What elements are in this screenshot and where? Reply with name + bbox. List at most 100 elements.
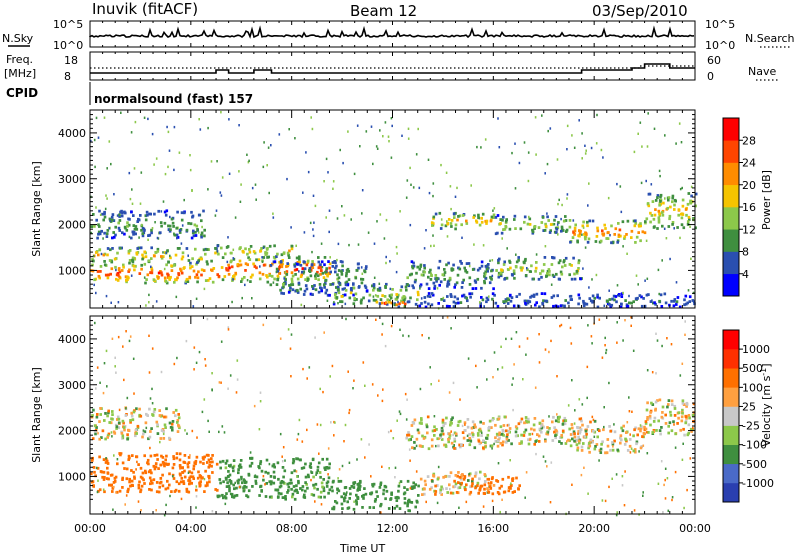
data-cell [247,161,250,164]
data-cell [456,218,459,222]
data-cell [651,299,653,302]
data-cell [589,420,592,424]
data-cell [588,444,592,448]
data-cell [393,303,397,307]
data-cell [176,419,180,422]
data-cell [497,261,500,265]
data-cell [531,230,535,234]
data-cell [606,231,610,235]
data-cell [168,472,171,476]
data-cell [423,300,427,304]
data-cell [365,289,369,293]
data-cell [448,483,451,487]
data-cell [412,186,415,189]
data-cell [457,486,460,490]
data-cell [543,292,547,296]
data-cell [242,486,245,490]
data-cell [275,255,278,258]
data-cell [503,227,507,231]
data-cell [564,219,568,222]
data-cell [220,266,224,269]
data-cell [411,446,414,450]
data-cell [484,270,487,274]
data-cell [389,497,393,500]
data-cell [203,398,206,401]
data-cell [505,437,509,441]
data-cell [258,271,262,275]
data-cell [466,434,469,437]
data-cell [410,183,412,186]
data-cell [467,357,470,360]
data-cell [93,138,96,142]
data-cell [499,274,503,278]
data-cell [628,396,630,399]
data-cell [549,229,552,233]
data-cell [491,297,494,301]
data-cell [193,346,196,349]
data-cell [658,212,661,216]
data-cell [527,420,530,424]
data-cell [348,296,352,300]
data-cell [447,437,450,441]
data-cell [100,229,103,233]
data-cell [132,357,135,360]
data-cell [458,475,462,479]
data-cell [408,448,411,451]
data-cell [558,259,562,263]
data-cell [380,511,382,514]
data-cell [325,466,328,469]
data-cell [465,270,469,274]
data-cell [178,458,182,462]
data-cell [548,427,551,430]
data-cell [234,271,237,275]
data-cell [409,438,412,441]
data-cell [279,337,282,340]
data-cell [433,434,436,437]
data-cell [458,267,462,271]
colorbar-swatch [723,118,739,141]
data-cell [319,272,322,276]
data-cell [344,281,348,285]
data-cell [616,341,618,344]
data-cell [216,160,218,163]
data-cell [327,476,331,480]
data-cell [400,299,403,303]
data-cell [90,225,93,228]
data-cell [618,228,622,232]
data-cell [668,214,672,218]
data-cell [300,303,303,307]
data-cell [691,428,695,431]
data-cell [480,431,483,434]
data-cell [563,259,566,262]
data-cell [277,267,281,271]
data-cell [137,500,140,503]
data-cell [660,460,663,463]
data-cell [687,215,691,219]
data-cell [155,420,159,424]
data-cell [202,457,205,461]
data-cell [381,294,384,297]
data-cell [411,486,415,490]
data-cell [355,493,358,497]
data-cell [271,464,275,468]
data-cell [376,495,379,498]
data-cell [621,220,625,224]
data-cell [437,302,440,305]
data-cell [559,304,563,308]
data-cell [231,300,233,304]
data-cell [177,272,180,275]
data-cell [406,479,410,483]
data-cell [643,432,646,436]
data-cell [635,442,638,446]
data-cell [97,232,100,236]
data-cell [390,492,393,496]
data-cell [325,216,327,219]
colorbar-tick-label: 24 [742,157,756,170]
data-cell [678,122,681,125]
data-cell [648,416,652,420]
data-cell [567,404,570,407]
data-cell [210,160,213,163]
data-cell [307,170,310,174]
data-cell [158,414,162,417]
data-cell [311,260,314,263]
